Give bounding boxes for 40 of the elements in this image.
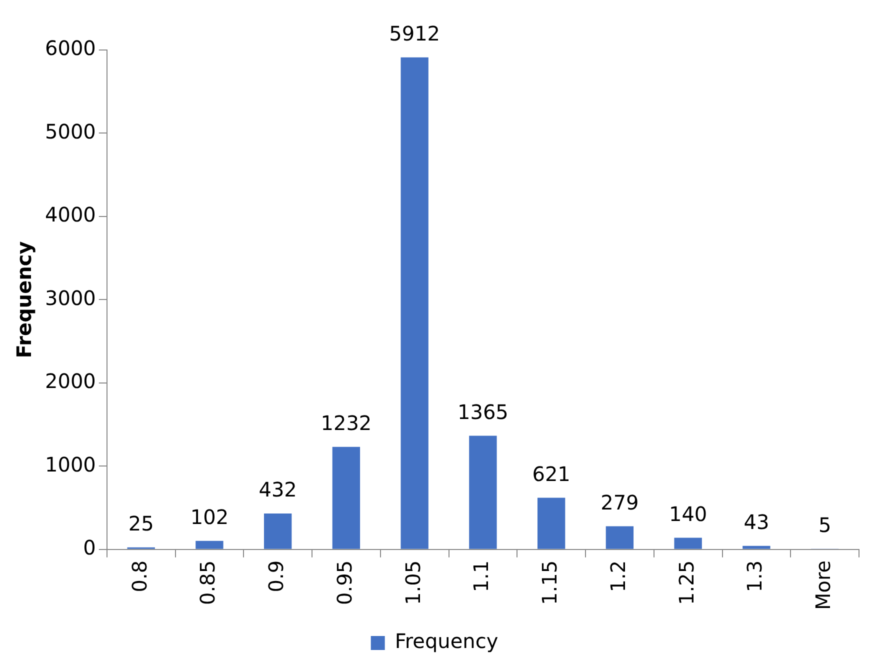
legend-label: Frequency [394,629,498,654]
data-label: 1232 [320,411,372,436]
x-tick-label: 1.3 [742,560,767,592]
data-label: 25 [128,512,154,536]
x-tick-label: 1.2 [606,560,630,592]
bar [196,540,224,549]
bar [469,436,497,549]
x-tick-label: 0.9 [264,560,288,592]
data-label: 279 [600,490,639,514]
data-label: 43 [744,510,770,534]
bar [742,546,770,549]
bar [264,513,292,549]
y-tick-label: 6000 [44,36,96,60]
x-tick-label: 1.05 [400,560,425,605]
x-tick-label: 0.85 [196,560,220,605]
y-tick-label: 4000 [44,202,96,227]
x-tick-label: 1.1 [469,560,494,592]
x-tick-label: 1.25 [674,560,698,605]
y-tick-label: 1000 [44,452,96,476]
data-label: 5 [818,513,832,538]
bar [537,498,566,549]
data-label: 5912 [389,22,440,46]
data-label: 621 [532,462,570,486]
data-label: 102 [190,505,229,530]
x-tick-label: 1.15 [538,560,562,605]
x-tick-label: 0.8 [127,560,152,592]
y-tick-label: 5000 [44,119,96,144]
bar [332,446,360,549]
data-label: 1365 [457,400,508,424]
y-tick-label: 3000 [44,286,96,310]
bar [674,538,702,549]
x-tick-label: 0.95 [332,560,356,605]
y-axis-title: Frequency [12,241,36,358]
data-label: 432 [258,478,297,502]
y-tick-label: 2000 [44,369,96,394]
data-label: 140 [668,502,708,526]
bar [400,57,428,549]
x-tick-label: More [811,560,836,610]
y-tick-label: 0 [83,536,96,560]
bar [606,526,634,549]
